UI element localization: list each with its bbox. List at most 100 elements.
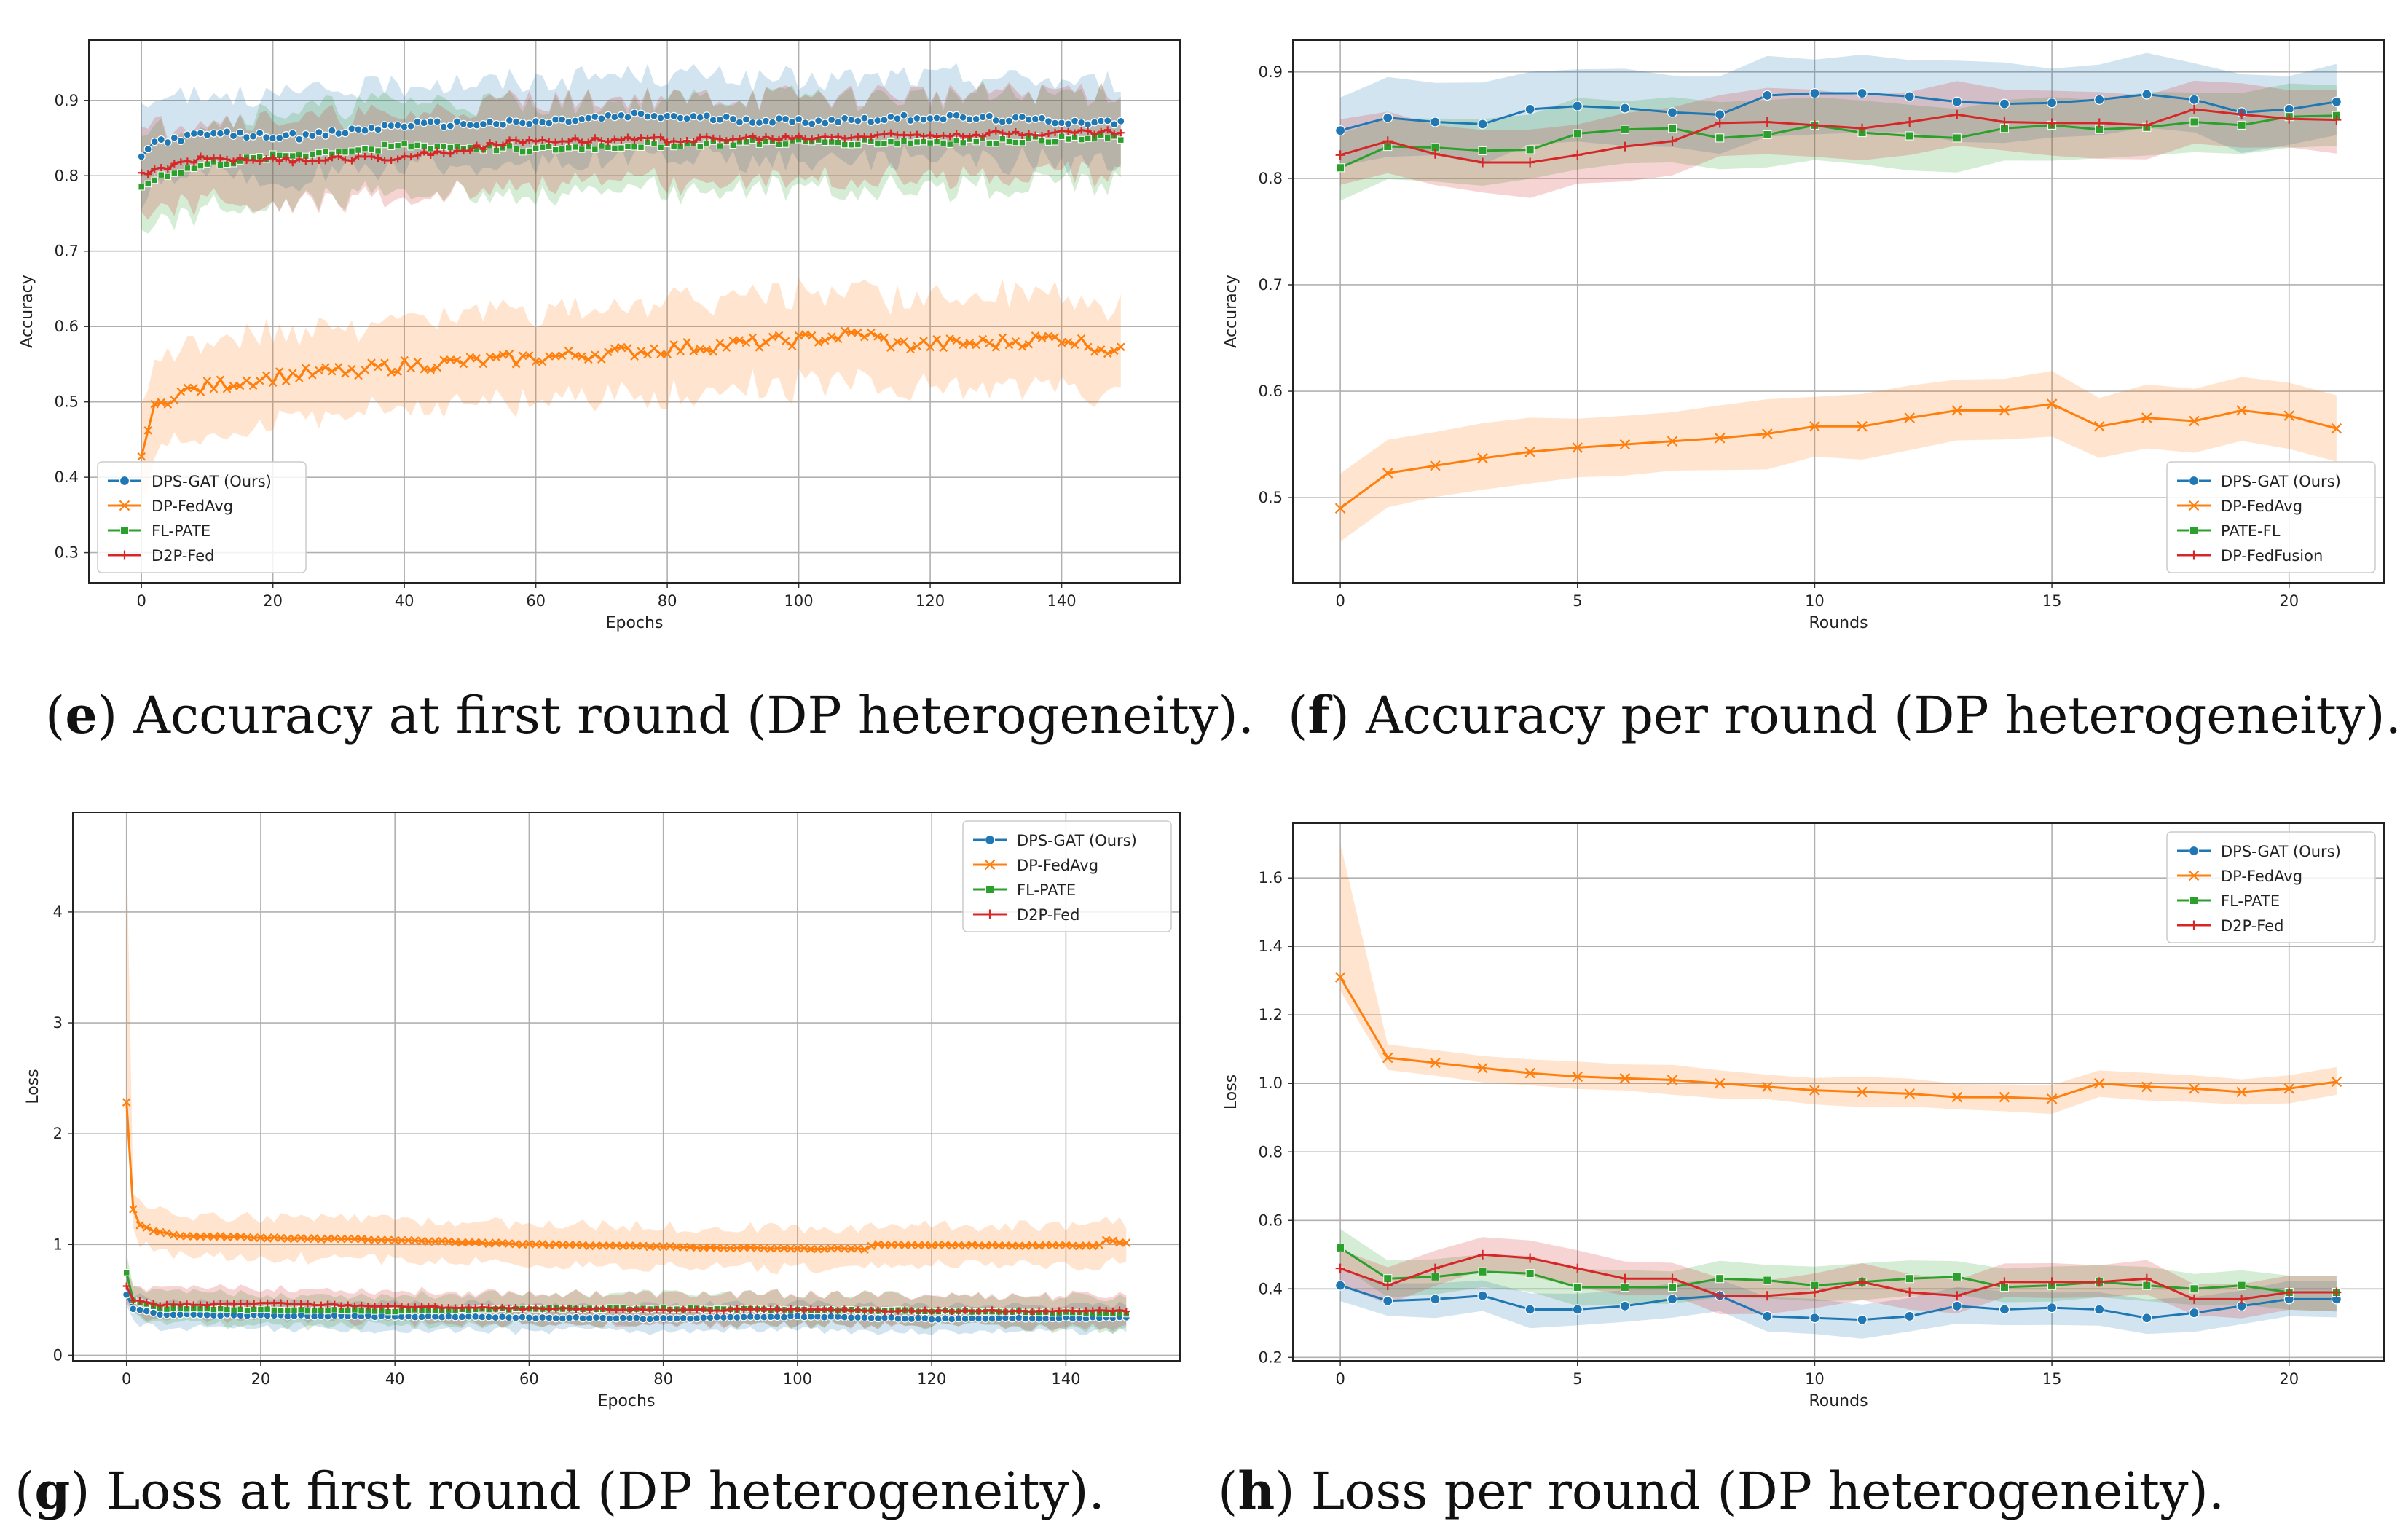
y-tick-label: 0.5 bbox=[1259, 489, 1283, 506]
data-point bbox=[538, 144, 546, 151]
data-point bbox=[733, 1313, 741, 1322]
data-point bbox=[946, 133, 954, 141]
data-point bbox=[854, 133, 862, 141]
data-point bbox=[1064, 135, 1072, 143]
legend-marker bbox=[984, 859, 996, 871]
data-point bbox=[203, 1301, 211, 1309]
data-point bbox=[1021, 1241, 1030, 1251]
data-point bbox=[344, 1307, 352, 1315]
data-point bbox=[2284, 1287, 2294, 1297]
data-point bbox=[894, 1314, 902, 1323]
chart-g-loss-first-round: 0 20 40 60 80 100 120 140 0 1 2 3 4 Epochs Loss DPS-GAT… bbox=[24, 812, 1181, 1410]
series-markers bbox=[138, 126, 1125, 178]
data-point bbox=[1042, 1314, 1050, 1323]
data-point bbox=[752, 1244, 762, 1252]
data-point bbox=[1034, 1241, 1044, 1251]
data-point bbox=[597, 355, 606, 364]
data-point bbox=[216, 1300, 224, 1308]
data-point bbox=[304, 1300, 312, 1308]
y-tick-label: 2 bbox=[53, 1125, 63, 1142]
data-point bbox=[2093, 420, 2105, 432]
data-point bbox=[222, 384, 232, 393]
data-point bbox=[981, 1314, 990, 1323]
data-point bbox=[1382, 1052, 1393, 1064]
data-point bbox=[532, 144, 540, 152]
data-point bbox=[840, 326, 849, 336]
data-point bbox=[2237, 120, 2246, 130]
data-point bbox=[940, 1314, 950, 1323]
data-point bbox=[854, 1244, 862, 1253]
x-tick-label: 5 bbox=[1573, 592, 1582, 610]
data-point bbox=[900, 111, 908, 119]
data-point bbox=[1028, 1241, 1037, 1249]
chart-f-accuracy-per-round: 0 5 10 15 20 0.5 0.6 0.7 0.8 0.9 Rounds Accuracy DPS… bbox=[1222, 39, 2385, 632]
data-point bbox=[163, 138, 172, 147]
data-point bbox=[974, 1241, 983, 1250]
data-point bbox=[768, 135, 776, 143]
data-point bbox=[672, 1243, 681, 1252]
data-point bbox=[288, 369, 297, 377]
legend-label: FL-PATE bbox=[1017, 881, 1076, 899]
series-line bbox=[1339, 92, 2337, 132]
data-point bbox=[337, 1235, 346, 1244]
legend: DPS-GAT (Ours) DP-FedAvg FL-PATE D2P-Fed bbox=[962, 820, 1172, 932]
data-point bbox=[162, 1228, 171, 1238]
legend-label: D2P-Fed bbox=[2221, 917, 2284, 935]
legend-label: D2P-Fed bbox=[152, 547, 215, 565]
data-point bbox=[484, 1239, 493, 1249]
data-point bbox=[518, 1240, 527, 1249]
data-point bbox=[1524, 1067, 1535, 1079]
data-point bbox=[617, 342, 626, 352]
data-point bbox=[564, 347, 573, 355]
data-point bbox=[363, 1235, 373, 1244]
data-point bbox=[860, 1245, 869, 1254]
data-point bbox=[427, 151, 435, 159]
data-point bbox=[1122, 1308, 1130, 1316]
data-point bbox=[968, 1307, 976, 1315]
data-point bbox=[1477, 1062, 1488, 1074]
data-point bbox=[1117, 129, 1125, 137]
data-point bbox=[202, 1311, 211, 1319]
data-point bbox=[268, 378, 278, 387]
data-point bbox=[498, 350, 508, 359]
confidence-band bbox=[1340, 1269, 2337, 1339]
data-point bbox=[1952, 133, 1962, 143]
data-point bbox=[679, 1313, 688, 1322]
data-point bbox=[672, 1314, 681, 1323]
data-point bbox=[631, 136, 638, 144]
data-point bbox=[726, 1305, 734, 1313]
data-point bbox=[224, 1305, 231, 1313]
data-point bbox=[229, 157, 237, 165]
data-point bbox=[486, 139, 494, 147]
data-point bbox=[1999, 1304, 2010, 1315]
x-tick-label: 0 bbox=[1335, 592, 1345, 610]
data-point bbox=[1573, 1282, 1582, 1292]
data-point bbox=[932, 114, 941, 122]
data-point bbox=[900, 131, 908, 139]
data-point bbox=[1524, 1304, 1535, 1315]
data-point bbox=[249, 1233, 259, 1243]
data-point bbox=[1018, 131, 1026, 139]
legend-label: PATE-FL bbox=[2221, 522, 2281, 540]
data-point bbox=[243, 1233, 252, 1242]
data-point bbox=[907, 1241, 916, 1249]
data-point bbox=[808, 119, 817, 128]
data-point bbox=[1044, 331, 1053, 341]
legend-marker bbox=[2188, 500, 2200, 511]
data-point bbox=[1952, 1272, 1962, 1281]
data-point bbox=[781, 337, 790, 346]
data-point bbox=[1004, 117, 1013, 125]
data-point bbox=[433, 363, 442, 372]
data-point bbox=[1762, 1291, 1772, 1301]
data-point bbox=[170, 396, 179, 405]
data-point bbox=[444, 1303, 452, 1311]
data-point bbox=[342, 148, 349, 156]
data-point bbox=[404, 1235, 413, 1245]
data-point bbox=[397, 1235, 406, 1245]
data-point bbox=[755, 118, 764, 127]
data-point bbox=[317, 1301, 325, 1309]
data-point bbox=[611, 144, 618, 152]
data-point bbox=[677, 138, 685, 146]
series-markers bbox=[1335, 1249, 2342, 1304]
data-point bbox=[841, 135, 849, 143]
